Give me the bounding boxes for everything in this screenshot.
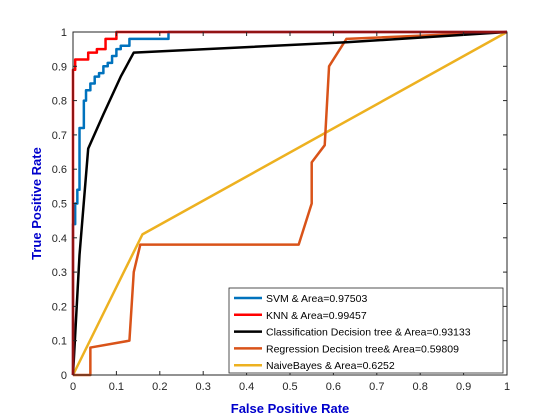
y-tick-label: 0.4 [52,233,67,245]
series-line-regression [73,30,508,377]
x-tick-labels: 0 0.1 0.2 0.3 0.4 0.5 0.6 0.7 0.8 0.9 1 [70,381,510,393]
y-tick-label: 0 [61,370,67,382]
series-line-classification [71,30,508,376]
x-tick-label: 0.9 [456,381,471,393]
y-tick-labels: 0 0.1 0.2 0.3 0.4 0.5 0.6 0.7 0.8 0.9 1 [52,27,67,382]
y-tick-label: 0.2 [52,301,67,313]
series-line-naivebayes [71,30,508,376]
legend-label-svm: SVM & Area=0.97503 [266,293,367,305]
y-tick-label: 0.5 [52,199,67,211]
x-tick-label: 0.6 [326,381,341,393]
y-tick-label: 0.6 [52,164,67,176]
legend-label-classification: Classification Decision tree & Area=0.93… [266,327,471,339]
x-tick-label: 0.7 [369,381,384,393]
series-layer [71,30,508,377]
y-tick-label: 0.3 [52,267,67,279]
legend-label-knn: KNN & Area=0.99457 [266,310,367,322]
x-tick-label: 0.5 [282,381,297,393]
series-line-knn [71,30,507,375]
x-tick-label: 0.2 [152,381,167,393]
y-tick-label: 0.7 [52,130,67,142]
x-tick-label: 0.3 [196,381,211,393]
y-tick-label: 1 [61,27,67,39]
y-tick-label: 0.1 [52,336,67,348]
y-tick-label: 0.9 [52,61,67,73]
y-tick-label: 0.8 [52,96,67,108]
legend: SVM & Area=0.97503 KNN & Area=0.99457 Clas… [228,287,504,374]
x-tick-label: 0 [70,381,76,393]
legend-label-naivebayes: NaiveBayes & Area=0.6252 [266,360,395,372]
tick-layer [72,31,508,376]
x-tick-label: 0.4 [239,381,254,393]
series-line-svm [71,30,507,375]
legend-box [228,287,504,374]
legend-items: SVM & Area=0.97503 KNN & Area=0.99457 Clas… [234,293,471,372]
x-tick-label: 1 [504,381,510,393]
x-axis-label: False Positive Rate [231,401,350,416]
y-axis-label: True Positive Rate [29,147,44,260]
x-tick-label: 0.8 [413,381,428,393]
x-tick-label: 0.1 [109,381,124,393]
legend-label-regression: Regression Decision tree& Area=0.59809 [266,343,459,355]
